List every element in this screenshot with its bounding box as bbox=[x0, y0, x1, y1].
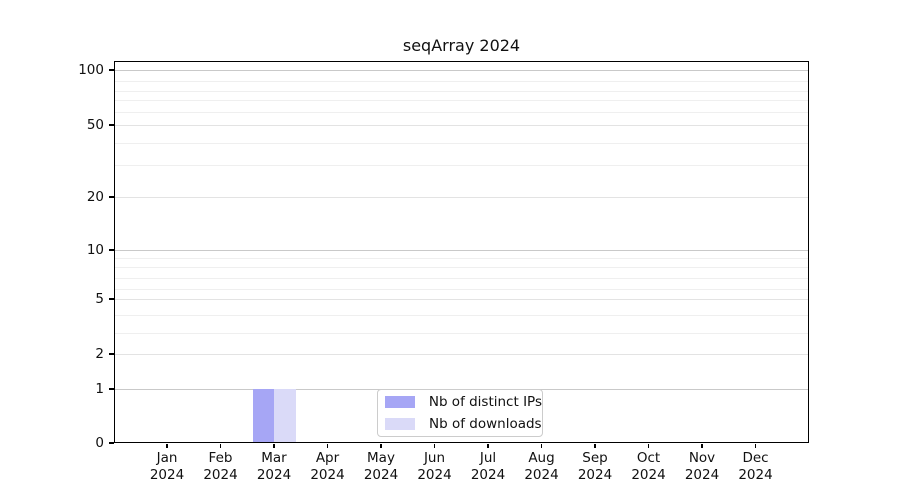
x-tick-feb bbox=[219, 443, 222, 448]
y-gridline-2 bbox=[114, 354, 809, 355]
y-tick-1 bbox=[109, 388, 114, 390]
x-tick-label-mar: Mar 2024 bbox=[256, 450, 292, 483]
y-tick-label-5: 5 bbox=[95, 290, 104, 307]
y-tick-100 bbox=[109, 69, 114, 71]
y-gridline-minor bbox=[114, 315, 809, 316]
y-tick-10 bbox=[109, 249, 114, 251]
x-tick-label-oct: Oct 2024 bbox=[631, 450, 666, 483]
x-tick-label-nov: Nov 2024 bbox=[684, 450, 720, 483]
y-gridline-minor bbox=[114, 267, 809, 268]
distinct-ips-swatch bbox=[385, 396, 415, 408]
x-tick-label-dec: Dec 2024 bbox=[738, 450, 773, 483]
y-gridline-minor bbox=[114, 165, 809, 166]
x-tick-label-jan: Jan 2024 bbox=[149, 450, 185, 483]
x-tick-dec bbox=[754, 443, 757, 448]
x-tick-label-aug: Aug 2024 bbox=[524, 450, 559, 483]
y-gridline-minor bbox=[114, 81, 809, 82]
x-tick-aug bbox=[540, 443, 543, 448]
y-tick-label-50: 50 bbox=[86, 116, 104, 133]
y-gridline-minor bbox=[114, 143, 809, 144]
legend-label-downloads: Nb of downloads bbox=[429, 416, 542, 432]
y-gridline-5 bbox=[114, 299, 809, 300]
y-tick-50 bbox=[109, 124, 114, 126]
y-tick-20 bbox=[109, 196, 114, 198]
x-tick-apr bbox=[326, 443, 329, 448]
x-tick-nov bbox=[701, 443, 703, 448]
legend-entry-distinct-ips: Nb of distinct IPs bbox=[385, 393, 542, 411]
x-tick-label-feb: Feb 2024 bbox=[203, 450, 238, 483]
x-tick-jul bbox=[487, 443, 489, 448]
y-gridline-minor bbox=[114, 112, 809, 113]
x-tick-sep bbox=[594, 443, 596, 448]
chart-title: seqArray 2024 bbox=[402, 36, 521, 55]
y-gridline-minor bbox=[114, 100, 809, 101]
y-tick-label-2: 2 bbox=[95, 345, 104, 362]
x-tick-oct bbox=[647, 443, 650, 448]
y-gridline-10 bbox=[114, 250, 809, 251]
x-tick-jan bbox=[166, 443, 168, 448]
x-tick-mar bbox=[273, 443, 275, 448]
x-tick-may bbox=[380, 443, 382, 448]
legend-label-distinct-ips: Nb of distinct IPs bbox=[428, 394, 542, 410]
legend: Nb of distinct IPs Nb of downloads bbox=[377, 389, 543, 437]
y-tick-label-10: 10 bbox=[86, 241, 104, 258]
bar-mar-distinct-ips bbox=[252, 389, 274, 443]
y-gridline-minor bbox=[114, 289, 809, 290]
y-gridline-minor bbox=[114, 91, 809, 92]
x-tick-label-jun: Jun 2024 bbox=[417, 450, 452, 483]
x-tick-label-jul: Jul 2024 bbox=[470, 450, 506, 483]
y-tick-label-100: 100 bbox=[78, 61, 104, 78]
y-tick-label-0: 0 bbox=[95, 434, 104, 451]
y-tick-label-20: 20 bbox=[86, 188, 104, 205]
y-gridline-minor bbox=[114, 333, 809, 334]
legend-entry-downloads: Nb of downloads bbox=[385, 415, 542, 433]
x-tick-label-apr: Apr 2024 bbox=[310, 450, 345, 483]
x-tick-jun bbox=[433, 443, 436, 448]
y-gridline-50 bbox=[114, 125, 809, 126]
bar-mar-downloads bbox=[274, 389, 296, 443]
y-gridline-minor bbox=[114, 258, 809, 259]
y-tick-5 bbox=[109, 298, 114, 300]
y-gridline-20 bbox=[114, 197, 809, 198]
y-tick-0 bbox=[109, 442, 114, 444]
y-gridline-100 bbox=[114, 70, 809, 71]
y-gridline-minor bbox=[114, 278, 809, 279]
y-tick-2 bbox=[109, 353, 114, 355]
x-tick-label-sep: Sep 2024 bbox=[577, 450, 613, 483]
x-tick-label-may: May 2024 bbox=[363, 450, 399, 483]
y-tick-label-1: 1 bbox=[95, 380, 104, 397]
downloads-swatch bbox=[385, 418, 415, 430]
